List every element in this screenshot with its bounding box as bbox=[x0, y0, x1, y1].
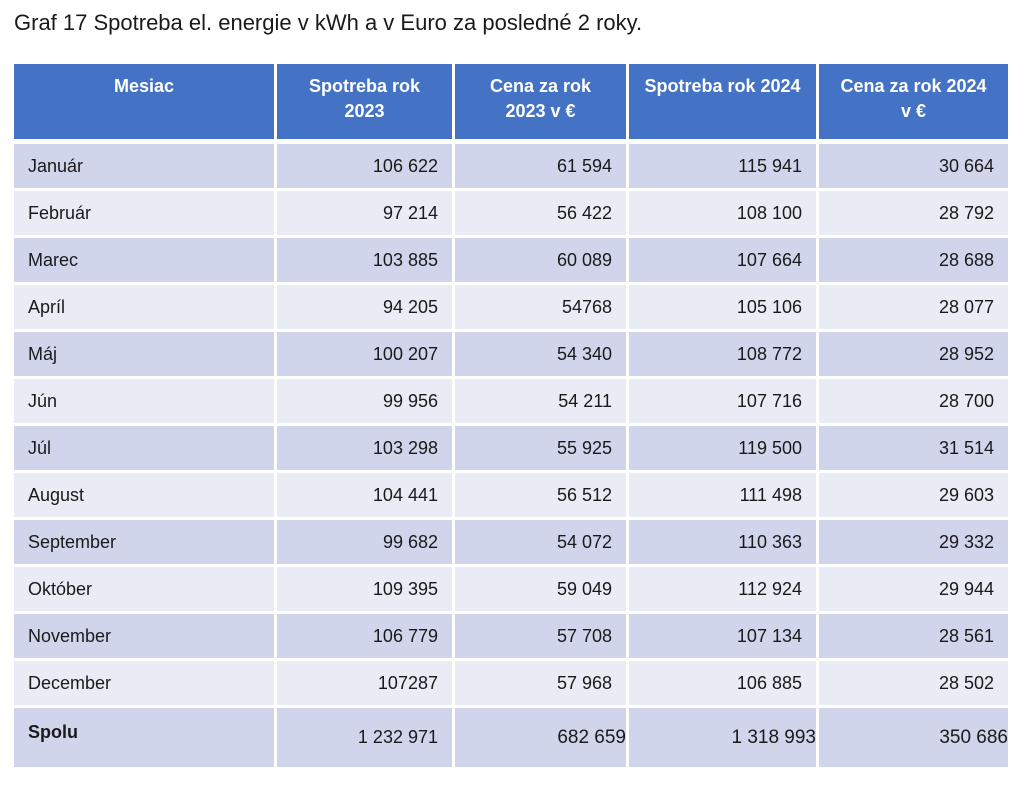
consumption-table: Mesiac Spotreba rok 2023 Cena za rok 202… bbox=[14, 64, 1008, 770]
table-row: September 99 682 54 072 110 363 29 332 bbox=[14, 520, 1008, 567]
price-2023-cell: 55 925 bbox=[455, 426, 629, 473]
price-2023-cell: 54 072 bbox=[455, 520, 629, 567]
table-row: August 104 441 56 512 111 498 29 603 bbox=[14, 473, 1008, 520]
total-consumption-2024: 1 318 993 bbox=[629, 708, 819, 770]
consumption-2023-cell: 107287 bbox=[277, 661, 455, 708]
total-label: Spolu bbox=[14, 708, 277, 770]
price-2024-cell: 30 664 bbox=[819, 144, 1008, 191]
consumption-2023-cell: 97 214 bbox=[277, 191, 455, 238]
month-cell: November bbox=[14, 614, 277, 661]
header-price-2024: Cena za rok 2024 v € bbox=[819, 64, 1008, 144]
price-2023-cell: 57 968 bbox=[455, 661, 629, 708]
total-price-2024: 350 686 bbox=[819, 708, 1008, 770]
consumption-2024-cell: 111 498 bbox=[629, 473, 819, 520]
table-row: Január 106 622 61 594 115 941 30 664 bbox=[14, 144, 1008, 191]
price-2024-cell: 28 952 bbox=[819, 332, 1008, 379]
consumption-2024-cell: 108 772 bbox=[629, 332, 819, 379]
consumption-2023-cell: 99 682 bbox=[277, 520, 455, 567]
price-2023-cell: 54 211 bbox=[455, 379, 629, 426]
total-consumption-2023: 1 232 971 bbox=[277, 708, 455, 770]
price-2023-cell: 57 708 bbox=[455, 614, 629, 661]
month-cell: Október bbox=[14, 567, 277, 614]
table-row: Júl 103 298 55 925 119 500 31 514 bbox=[14, 426, 1008, 473]
consumption-2023-cell: 104 441 bbox=[277, 473, 455, 520]
price-2023-cell: 54 340 bbox=[455, 332, 629, 379]
month-cell: August bbox=[14, 473, 277, 520]
month-cell: Júl bbox=[14, 426, 277, 473]
table-row: Máj 100 207 54 340 108 772 28 952 bbox=[14, 332, 1008, 379]
month-cell: Január bbox=[14, 144, 277, 191]
header-month: Mesiac bbox=[14, 64, 277, 144]
price-2023-cell: 61 594 bbox=[455, 144, 629, 191]
header-consumption-2023: Spotreba rok 2023 bbox=[277, 64, 455, 144]
price-2024-cell: 28 792 bbox=[819, 191, 1008, 238]
table-row: November 106 779 57 708 107 134 28 561 bbox=[14, 614, 1008, 661]
price-2024-cell: 29 603 bbox=[819, 473, 1008, 520]
consumption-2023-cell: 99 956 bbox=[277, 379, 455, 426]
price-2023-cell: 56 422 bbox=[455, 191, 629, 238]
consumption-2024-cell: 119 500 bbox=[629, 426, 819, 473]
price-2024-cell: 28 077 bbox=[819, 285, 1008, 332]
consumption-2023-cell: 103 298 bbox=[277, 426, 455, 473]
table-row: December 107287 57 968 106 885 28 502 bbox=[14, 661, 1008, 708]
month-cell: December bbox=[14, 661, 277, 708]
header-consumption-2024: Spotreba rok 2024 bbox=[629, 64, 819, 144]
month-cell: Február bbox=[14, 191, 277, 238]
table-row: Jún 99 956 54 211 107 716 28 700 bbox=[14, 379, 1008, 426]
figure-caption: Graf 17 Spotreba el. energie v kWh a v E… bbox=[14, 10, 643, 35]
consumption-2024-cell: 112 924 bbox=[629, 567, 819, 614]
price-2023-cell: 56 512 bbox=[455, 473, 629, 520]
month-cell: September bbox=[14, 520, 277, 567]
price-2023-cell: 59 049 bbox=[455, 567, 629, 614]
price-2024-cell: 31 514 bbox=[819, 426, 1008, 473]
consumption-2024-cell: 107 716 bbox=[629, 379, 819, 426]
month-cell: Apríl bbox=[14, 285, 277, 332]
consumption-2024-cell: 107 134 bbox=[629, 614, 819, 661]
header-price-2023: Cena za rok 2023 v € bbox=[455, 64, 629, 144]
price-2024-cell: 29 332 bbox=[819, 520, 1008, 567]
table-row: Apríl 94 205 54768 105 106 28 077 bbox=[14, 285, 1008, 332]
consumption-2024-cell: 107 664 bbox=[629, 238, 819, 285]
consumption-2024-cell: 106 885 bbox=[629, 661, 819, 708]
consumption-2023-cell: 103 885 bbox=[277, 238, 455, 285]
price-2024-cell: 28 700 bbox=[819, 379, 1008, 426]
consumption-2023-cell: 106 622 bbox=[277, 144, 455, 191]
month-cell: Máj bbox=[14, 332, 277, 379]
price-2023-cell: 54768 bbox=[455, 285, 629, 332]
table-row: Február 97 214 56 422 108 100 28 792 bbox=[14, 191, 1008, 238]
consumption-2023-cell: 94 205 bbox=[277, 285, 455, 332]
consumption-2024-cell: 110 363 bbox=[629, 520, 819, 567]
month-cell: Jún bbox=[14, 379, 277, 426]
consumption-2023-cell: 106 779 bbox=[277, 614, 455, 661]
consumption-2024-cell: 105 106 bbox=[629, 285, 819, 332]
consumption-2024-cell: 108 100 bbox=[629, 191, 819, 238]
table-row: Marec 103 885 60 089 107 664 28 688 bbox=[14, 238, 1008, 285]
total-price-2023: 682 659 bbox=[455, 708, 629, 770]
price-2024-cell: 28 502 bbox=[819, 661, 1008, 708]
consumption-2023-cell: 100 207 bbox=[277, 332, 455, 379]
consumption-2024-cell: 115 941 bbox=[629, 144, 819, 191]
header-row: Mesiac Spotreba rok 2023 Cena za rok 202… bbox=[14, 64, 1008, 144]
total-row: Spolu 1 232 971 682 659 1 318 993 350 68… bbox=[14, 708, 1008, 770]
price-2023-cell: 60 089 bbox=[455, 238, 629, 285]
price-2024-cell: 29 944 bbox=[819, 567, 1008, 614]
month-cell: Marec bbox=[14, 238, 277, 285]
table-row: Október 109 395 59 049 112 924 29 944 bbox=[14, 567, 1008, 614]
consumption-2023-cell: 109 395 bbox=[277, 567, 455, 614]
price-2024-cell: 28 561 bbox=[819, 614, 1008, 661]
price-2024-cell: 28 688 bbox=[819, 238, 1008, 285]
